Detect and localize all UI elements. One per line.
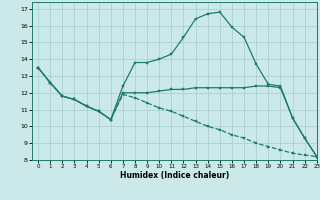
X-axis label: Humidex (Indice chaleur): Humidex (Indice chaleur) [120,171,229,180]
